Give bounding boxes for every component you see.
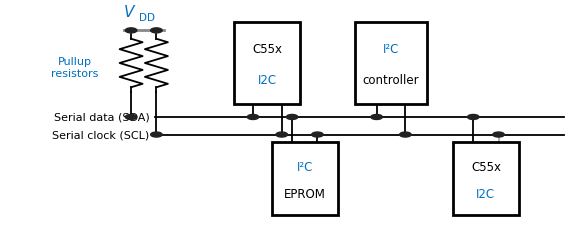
Text: I²C: I²C: [297, 160, 313, 173]
Circle shape: [247, 115, 259, 120]
Text: C55x: C55x: [252, 43, 282, 56]
Text: DD: DD: [139, 12, 155, 22]
Text: controller: controller: [363, 74, 419, 87]
Text: I²C: I²C: [383, 43, 399, 56]
Circle shape: [371, 115, 382, 120]
Circle shape: [125, 115, 137, 120]
FancyBboxPatch shape: [272, 142, 338, 215]
Circle shape: [400, 132, 411, 138]
FancyBboxPatch shape: [453, 142, 519, 215]
Text: I2C: I2C: [258, 74, 277, 87]
Circle shape: [151, 132, 162, 138]
Text: Pullup
resistors: Pullup resistors: [51, 57, 98, 78]
Text: EPROM: EPROM: [284, 187, 325, 200]
Text: V: V: [124, 5, 134, 20]
Circle shape: [125, 29, 137, 34]
FancyBboxPatch shape: [235, 22, 301, 105]
Circle shape: [312, 132, 323, 138]
Circle shape: [467, 115, 479, 120]
Text: Serial clock (SCL): Serial clock (SCL): [52, 130, 150, 140]
Circle shape: [151, 29, 162, 34]
Text: I2C: I2C: [476, 187, 496, 200]
Text: Serial data (SDA): Serial data (SDA): [53, 112, 150, 122]
Text: C55x: C55x: [471, 160, 501, 173]
Circle shape: [276, 132, 288, 138]
FancyBboxPatch shape: [355, 22, 427, 105]
Circle shape: [493, 132, 504, 138]
Circle shape: [286, 115, 298, 120]
